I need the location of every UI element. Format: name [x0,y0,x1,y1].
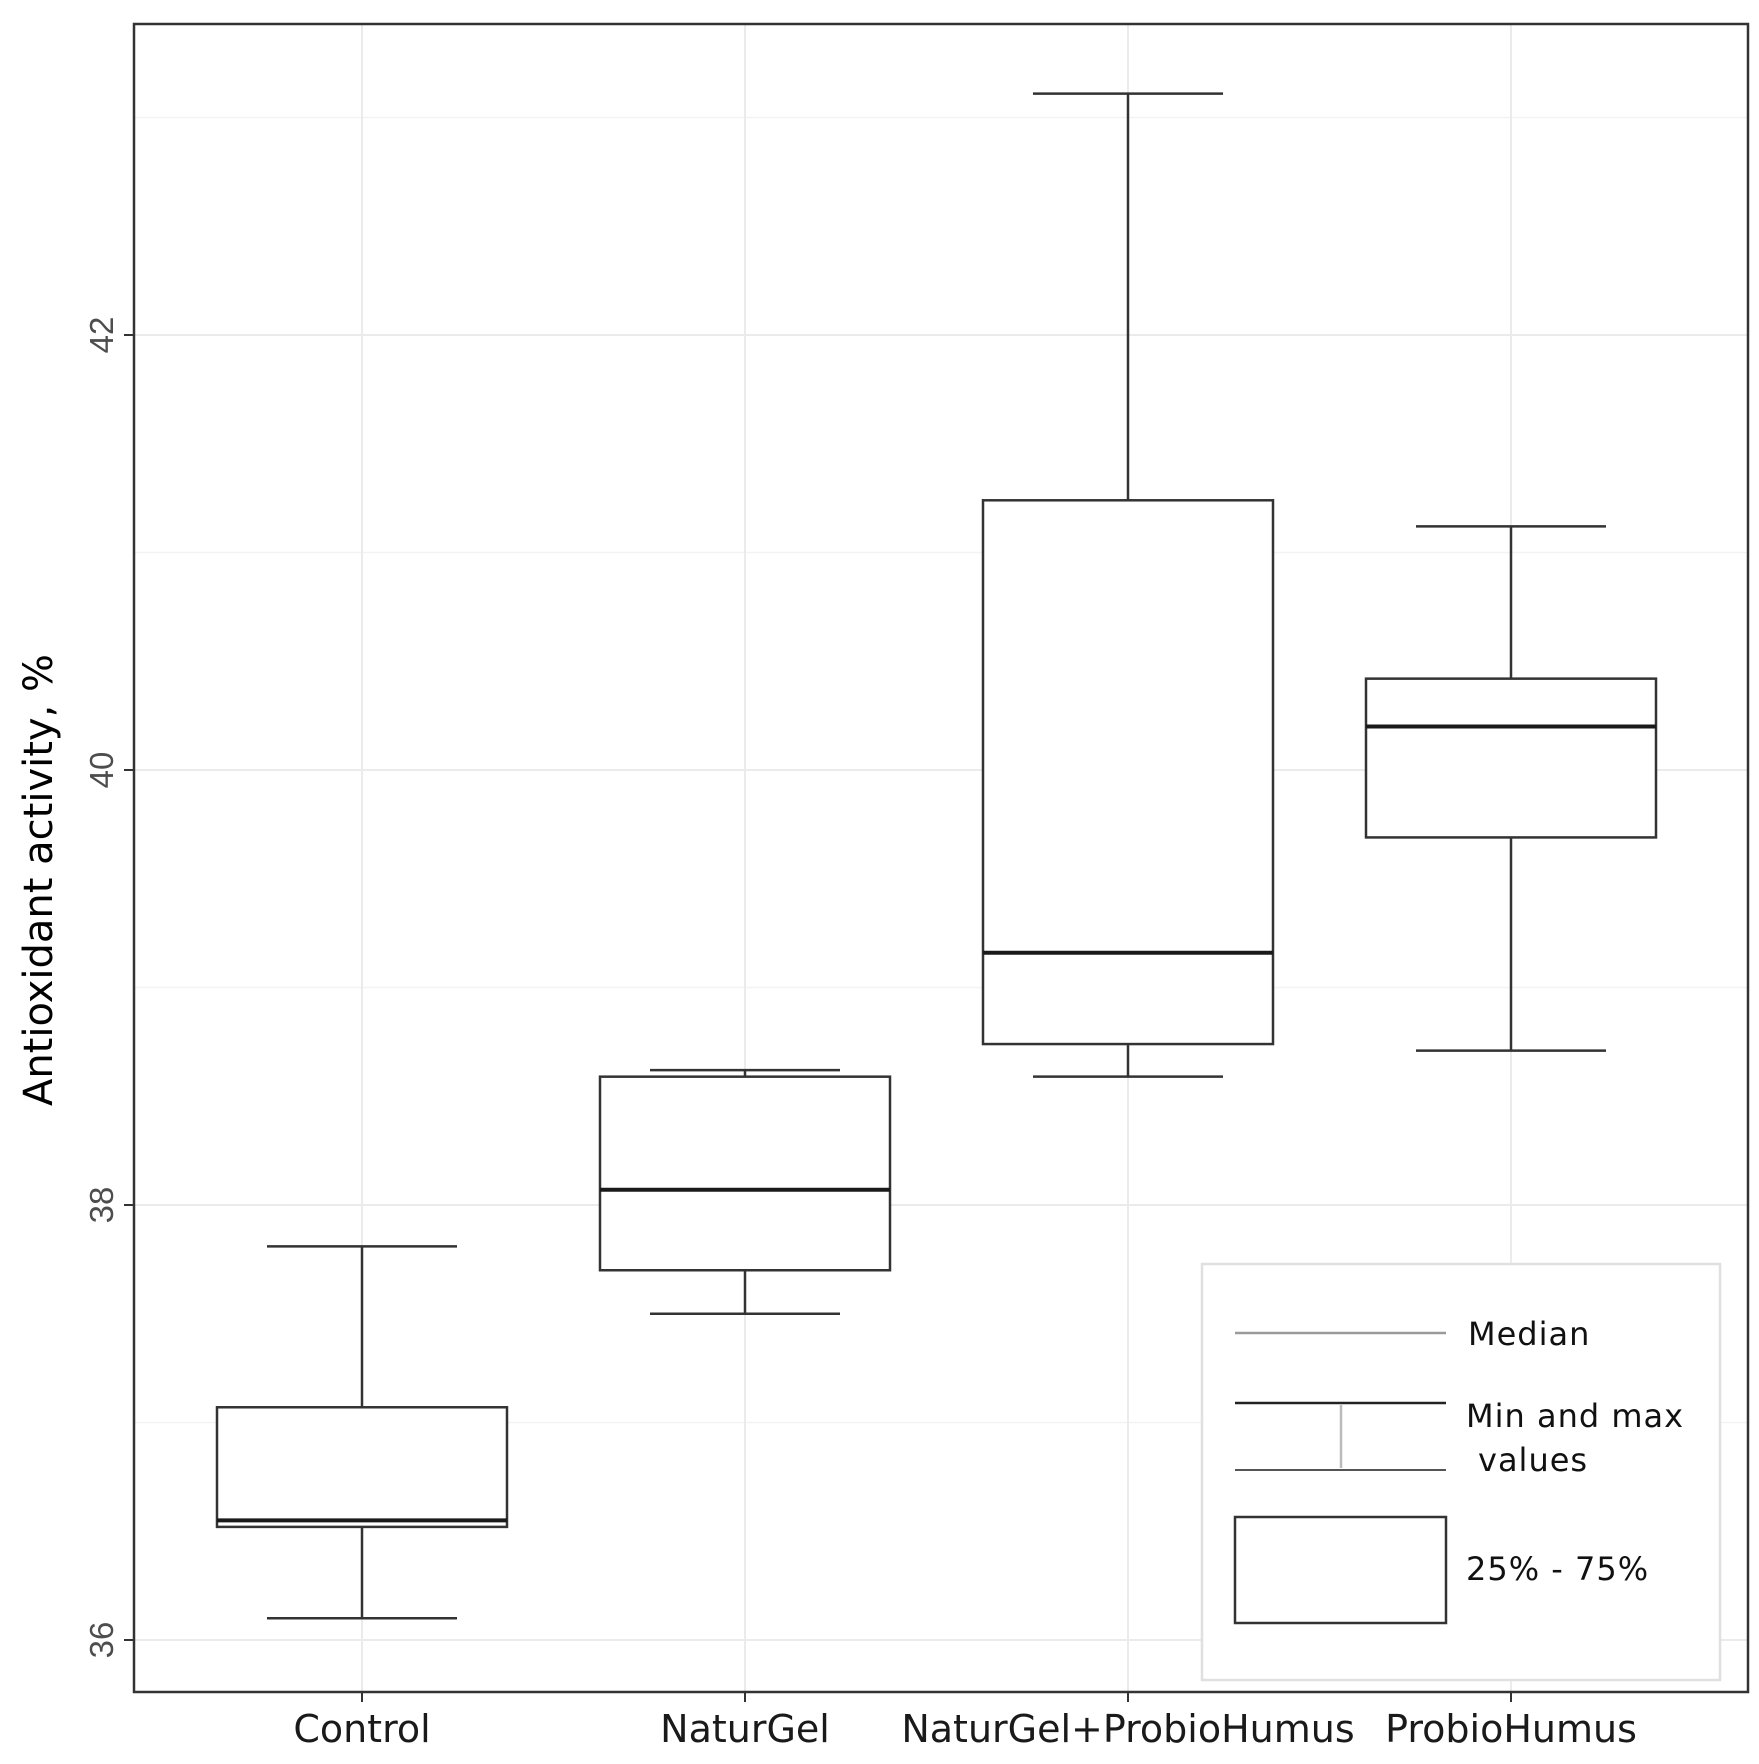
x-axis-ticks: Control NaturGel NaturGel+ProbioHumus Probi… [293,1692,1637,1751]
iqr-box [1364,677,1658,839]
iqr-box [598,1075,892,1272]
box-naturgel [598,1068,892,1315]
x-tick-label: ProbioHumus [1385,1707,1637,1751]
panel-border [132,22,1750,1694]
y-axis-title: Antioxidant activity, % [16,654,62,1106]
legend-iqr-swatch [1233,1515,1448,1625]
x-tick-label: NaturGel [660,1707,830,1751]
y-tick-label: 36 [83,1622,120,1659]
legend-minmax-label-line2: values [1478,1441,1588,1479]
y-tick-label: 38 [83,1187,120,1224]
iqr-box [215,1406,509,1529]
box-series [215,92,1658,1620]
box-probiohumus [1364,525,1658,1052]
legend-minmax-label-line1: Min and max [1466,1397,1684,1435]
legend-iqr-label: 25% - 75% [1466,1550,1649,1588]
iqr-box [981,499,1275,1046]
box-control [215,1245,509,1620]
y-tick-label: 42 [83,317,120,354]
y-axis-ticks: 36 38 40 42 [83,317,134,1659]
box-naturgel-probiohumus [981,92,1275,1078]
y-tick-label: 40 [83,752,120,789]
legend: Median Min and max values 25% - 75% [1200,1262,1722,1682]
legend-median-label: Median [1468,1315,1590,1353]
x-tick-label: Control [293,1707,430,1751]
x-tick-label: NaturGel+ProbioHumus [901,1707,1354,1751]
